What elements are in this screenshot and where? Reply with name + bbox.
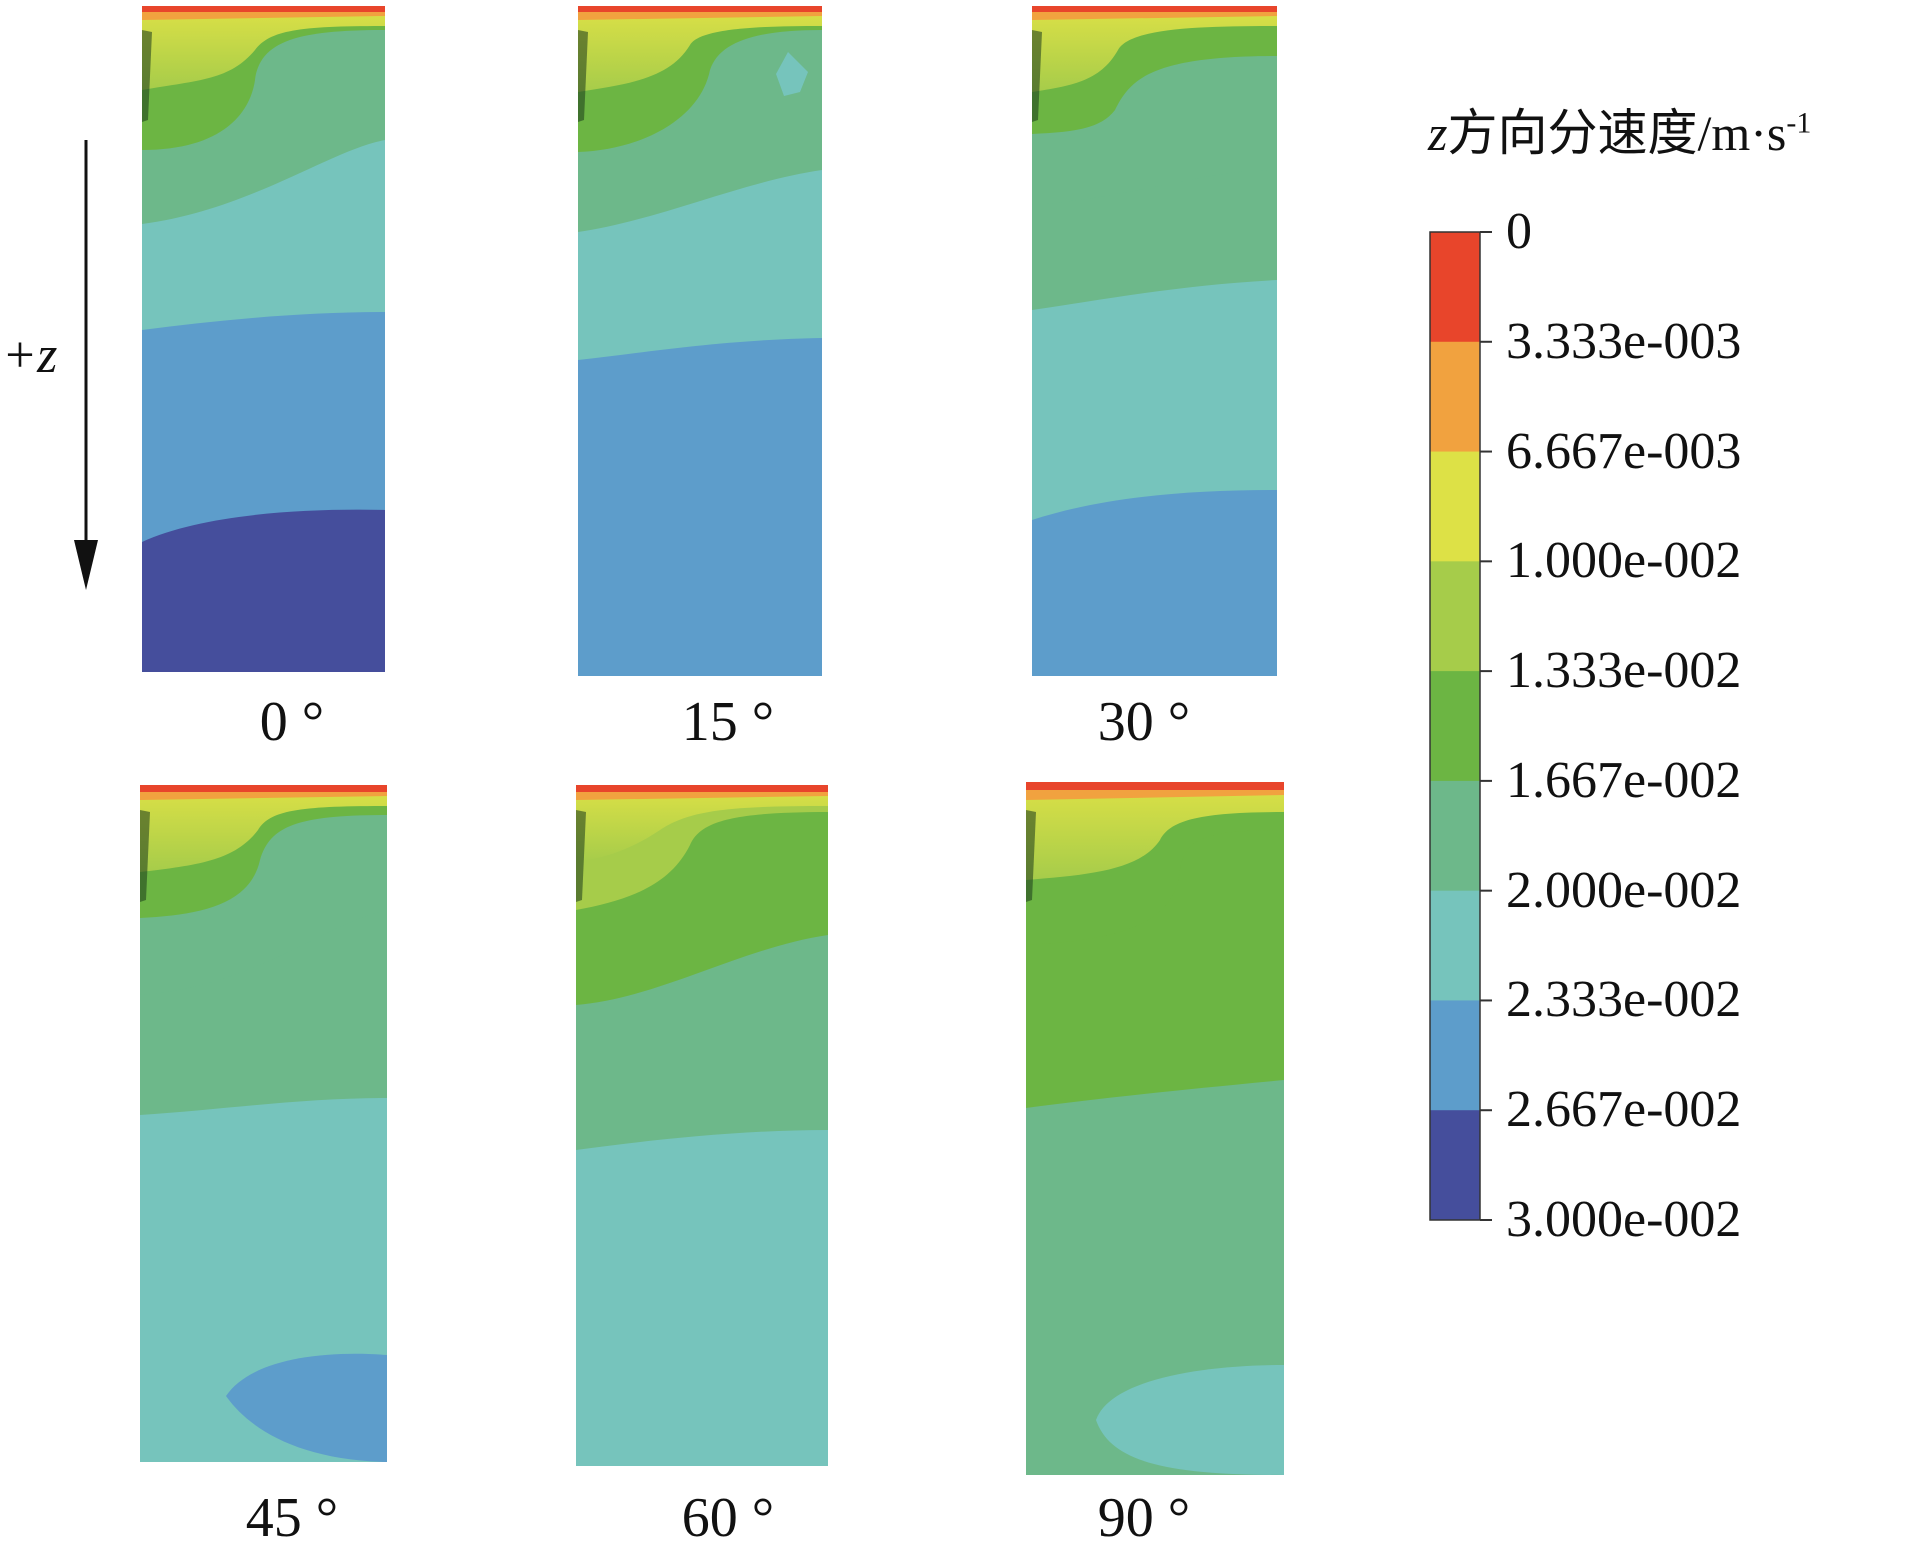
legend-tick-label: 1.333e-002 xyxy=(1506,642,1742,700)
contour-panel-0 xyxy=(142,6,385,672)
legend-title-exponent: -1 xyxy=(1786,106,1812,140)
legend-tick-label: 2.667e-002 xyxy=(1506,1081,1742,1139)
panel-label-60: 60 ° xyxy=(681,1487,775,1549)
contour-panel-30 xyxy=(1032,6,1277,676)
contour-panel-15 xyxy=(578,6,822,676)
contour-panel-60 xyxy=(576,785,828,1466)
color-bar-segment xyxy=(1430,1000,1480,1111)
legend-title-text: 方向分速度/m·s xyxy=(1447,105,1787,161)
legend-tick-label: 2.000e-002 xyxy=(1506,861,1742,919)
legend-tick-label: 6.667e-003 xyxy=(1506,422,1742,480)
color-bar-segment xyxy=(1430,780,1480,892)
color-bar-segment xyxy=(1430,232,1480,343)
contour-panel-45 xyxy=(140,785,387,1462)
legend-tick-label: 1.667e-002 xyxy=(1506,751,1742,809)
z-direction-arrow xyxy=(74,140,98,590)
contour-panel-90 xyxy=(1026,782,1284,1475)
legend-tick-label: 1.000e-002 xyxy=(1506,532,1742,590)
panel-label-30: 30 ° xyxy=(1097,691,1191,753)
color-bar-segment xyxy=(1430,671,1480,782)
z-axis-label: +z xyxy=(2,327,58,384)
color-bar-segment xyxy=(1430,561,1480,672)
legend-title-variable: z xyxy=(1428,105,1448,161)
color-bar-segment xyxy=(1430,1110,1480,1221)
color-bar xyxy=(1429,231,1492,1221)
panel-label-0: 0 ° xyxy=(259,691,325,753)
legend-title: z方向分速度/m·s-1 xyxy=(1428,108,1811,158)
color-bar-segment xyxy=(1430,341,1480,453)
legend-tick-label: 2.333e-002 xyxy=(1506,971,1742,1029)
legend-tick-label: 0 xyxy=(1506,203,1532,260)
color-bar-segment xyxy=(1430,890,1480,1001)
legend-tick-label: 3.000e-002 xyxy=(1506,1191,1742,1248)
panel-label-15: 15 ° xyxy=(681,691,775,753)
legend-tick-label: 3.333e-003 xyxy=(1506,312,1742,370)
color-bar-segment xyxy=(1430,451,1480,562)
panel-label-45: 45 ° xyxy=(245,1487,339,1549)
panel-label-90: 90 ° xyxy=(1097,1487,1191,1549)
color-bar-frame xyxy=(1429,231,1481,1221)
